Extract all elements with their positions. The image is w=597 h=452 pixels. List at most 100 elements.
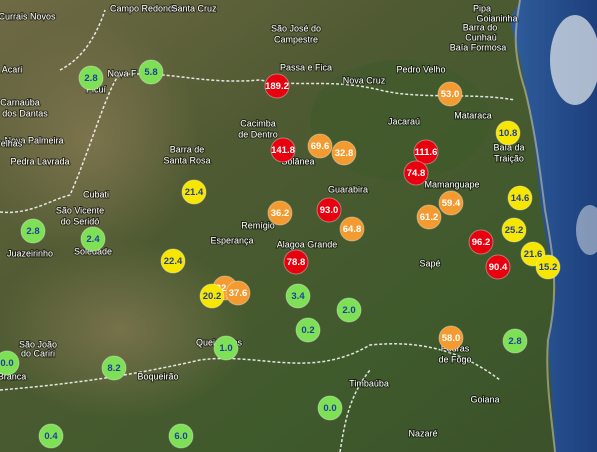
marker-value: 37.6: [229, 288, 248, 299]
rain-marker: 0.2: [295, 317, 321, 343]
rain-marker: 58.0: [438, 325, 464, 351]
marker-value: 20.2: [203, 291, 222, 302]
marker-dot: [416, 204, 442, 230]
terrain: [0, 240, 250, 420]
marker-dot: [438, 325, 464, 351]
marker-value: 21.6: [524, 249, 543, 260]
marker-value: 78.8: [287, 257, 306, 268]
rain-marker: 3.4: [285, 283, 311, 309]
place-label: Juazeirinho: [7, 248, 53, 258]
marker-value: 0.2: [301, 325, 314, 336]
marker-value: 2.4: [86, 234, 100, 245]
marker-value: 22.4: [164, 256, 183, 267]
rain-marker: 15.2: [535, 254, 561, 280]
place-label: Cacimba: [240, 118, 276, 128]
marker-dot: [199, 283, 225, 309]
place-label: Acari: [2, 64, 23, 74]
rain-marker: 10.8: [495, 120, 521, 146]
rain-marker: 141.8: [270, 137, 296, 163]
marker-value: 2.8: [84, 73, 97, 84]
marker-dot: [267, 200, 293, 226]
place-label: Pedro Velho: [396, 64, 445, 74]
place-label: Esperança: [210, 235, 253, 245]
rain-marker: 2.8: [502, 328, 528, 354]
marker-dot: [438, 190, 464, 216]
marker-value: 21.4: [185, 187, 204, 198]
place-label: Mamanguape: [424, 179, 479, 189]
marker-value: 0.0: [0, 358, 13, 369]
place-label: Jacaraú: [388, 116, 420, 126]
marker-dot: [403, 160, 429, 186]
marker-dot: [468, 229, 494, 255]
place-label: Cunhaú: [465, 32, 497, 42]
rain-marker: 61.2: [416, 204, 442, 230]
marker-value: 141.8: [271, 145, 295, 156]
marker-value: 5.8: [144, 67, 157, 78]
marker-dot: [160, 248, 186, 274]
rain-marker: 37.6: [225, 280, 251, 306]
marker-value: 93.0: [320, 205, 339, 216]
place-label: Pedra Lavrada: [10, 156, 69, 166]
marker-value: 2.0: [342, 305, 355, 316]
state-border: [59, 9, 106, 71]
marker-value: 189.2: [265, 81, 289, 92]
place-label: São Vicente: [56, 205, 104, 215]
rain-marker: 1.0: [213, 335, 239, 361]
place-label: Alagoa Grande: [277, 239, 338, 249]
rain-marker: 14.6: [507, 185, 533, 211]
rain-marker: 111.6: [413, 139, 439, 165]
rain-marker: 22.4: [160, 248, 186, 274]
place-label: Campo Redondo: [110, 3, 178, 13]
marker-dot: [101, 355, 127, 381]
place-label: dos Dantas: [2, 108, 48, 118]
marker-value: 32.8: [335, 148, 354, 159]
marker-value: 74.8: [407, 168, 426, 179]
marker-dot: [213, 335, 239, 361]
rain-marker: 25.2: [501, 217, 527, 243]
marker-value: 32.4: [216, 283, 235, 294]
place-label: Mataraca: [454, 110, 492, 120]
marker-value: 53.0: [441, 89, 460, 100]
rain-marker: 59.4: [438, 190, 464, 216]
marker-dot: [138, 59, 164, 85]
rain-marker: 96.2: [468, 229, 494, 255]
place-label: Pipa: [473, 3, 491, 13]
marker-dot: [181, 179, 207, 205]
rain-marker: 2.0: [336, 297, 362, 323]
rain-marker: 69.6: [307, 133, 333, 159]
marker-dot: [264, 73, 290, 99]
rain-marker: 36.2: [267, 200, 293, 226]
place-label: Campestre: [274, 34, 318, 44]
marker-dot: [283, 249, 309, 275]
place-label: Barra do: [463, 22, 498, 32]
rain-marker: 21.4: [181, 179, 207, 205]
marker-dot: [38, 423, 64, 449]
place-label: Boqueirão: [137, 371, 178, 381]
place-label: de Fogo: [438, 354, 471, 364]
rain-marker: 74.8: [403, 160, 429, 186]
place-label: Goianinha: [476, 13, 517, 23]
marker-value: 111.6: [415, 147, 438, 158]
rain-marker: 78.8: [283, 249, 309, 275]
marker-value: 59.4: [442, 198, 461, 209]
rain-marker: 2.8: [20, 218, 46, 244]
rain-marker: 90.4: [485, 254, 511, 280]
marker-dot: [316, 197, 342, 223]
place-label: Guarabira: [328, 184, 368, 194]
rain-marker: 64.8: [339, 216, 365, 242]
rain-marker: 2.8: [78, 65, 104, 91]
place-label: relhas: [0, 138, 23, 148]
marker-dot: [295, 317, 321, 343]
place-label: Remígio: [241, 220, 275, 230]
rain-marker: 93.0: [316, 197, 342, 223]
place-label: Timbaúba: [349, 378, 389, 388]
rain-marker: 0.4: [38, 423, 64, 449]
place-label: Baía da: [493, 142, 524, 152]
place-label: Soledade: [74, 246, 112, 256]
place-label: Nova Cruz: [343, 75, 386, 85]
place-label: Sapé: [419, 258, 440, 268]
marker-value: 3.4: [291, 291, 305, 302]
